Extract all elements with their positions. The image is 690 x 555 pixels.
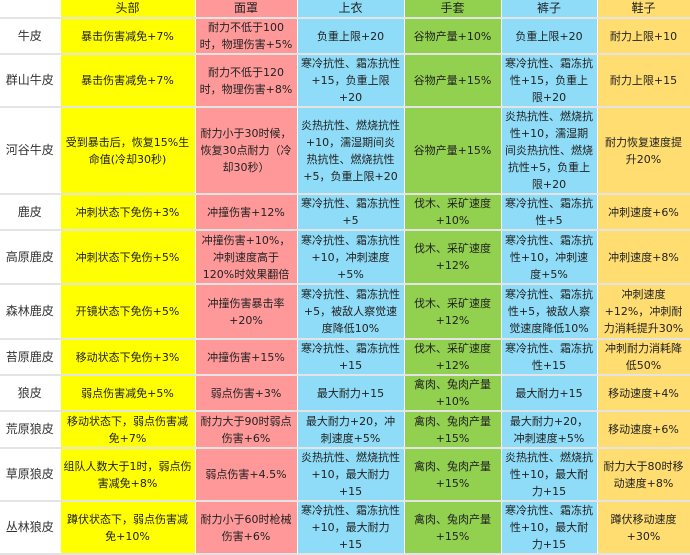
cell-shirt: 寒冷抗性、霜冻抗性+5，被敌人察觉速度降低10% [297, 284, 405, 340]
cell-gloves: 禽肉、兔肉产量+15% [404, 501, 502, 555]
cell-shirt: 最大耐力+20，冲刺速度+5% [297, 411, 405, 449]
cell-head: 蹲伏状态下，弱点伤害减免+10% [60, 501, 196, 555]
cell-mask: 冲撞伤害+15% [195, 339, 298, 376]
cell-head: 冲刺状态下免伤+5% [60, 230, 196, 285]
cell-shoes: 冲刺耐力消耗降低50% [597, 339, 690, 376]
cell-head: 弱点伤害减免+5% [60, 375, 196, 412]
cell-shirt: 炎热抗性、燃烧抗性+10，濡湿期间炎热抗性、燃烧抗性+5，负重上限+20 [297, 107, 405, 195]
cell-shirt: 寒冷抗性、霜冻抗性+5 [297, 194, 405, 231]
table-row: 苔原鹿皮 移动状态下免伤+3% 冲撞伤害+15% 寒冷抗性、霜冻抗性+15 伐木、采矿速… [0, 339, 690, 376]
header-row: 头部 面罩 上衣 手套 裤子 鞋子 [0, 0, 690, 19]
cell-pants: 最大耐力+15 [501, 375, 598, 412]
cell-head: 暴击伤害减免+7% [60, 18, 196, 55]
cell-pants: 最大耐力+20，冲刺速度+5% [501, 411, 598, 449]
table-row: 群山牛皮 暴击伤害减免+7% 耐力不低于120时，物理伤害+8% 寒冷抗性、霜冻抗性+… [0, 54, 690, 108]
cell-shirt: 最大耐力+15 [297, 375, 405, 412]
cell-head: 受到暴击后，恢复15%生命值(冷却30秒) [60, 107, 196, 195]
cell-pants: 寒冷抗性、霜冻抗性+15，负重上限+20 [501, 54, 598, 108]
cell-shoes: 耐力大于80时移动速度+8% [597, 448, 690, 502]
cell-head: 组队人数大于1时，弱点伤害减免+8% [60, 448, 196, 502]
cell-shirt: 寒冷抗性、霜冻抗性+10，最大耐力+15 [297, 501, 405, 555]
column-header-label [0, 0, 61, 19]
cell-pants: 寒冷抗性、霜冻抗性+15 [501, 339, 598, 376]
cell-gloves: 禽肉、兔肉产量+15% [404, 448, 502, 502]
table-row: 草原狼皮 组队人数大于1时，弱点伤害减免+8% 弱点伤害+4.5% 炎热抗性、燃烧抗性… [0, 448, 690, 502]
cell-pants: 负重上限+20 [501, 18, 598, 55]
column-header-shoes: 鞋子 [597, 0, 690, 19]
cell-shoes: 冲刺速度+6% [597, 194, 690, 231]
cell-gloves: 禽肉、兔肉产量+10% [404, 375, 502, 412]
cell-head: 冲刺状态下免伤+3% [60, 194, 196, 231]
row-label: 荒原狼皮 [0, 411, 61, 449]
cell-head: 开镜状态下免伤+5% [60, 284, 196, 340]
cell-pants: 炎热抗性、燃烧抗性+10，最大耐力+15 [501, 448, 598, 502]
cell-shoes: 冲刺速度+8% [597, 230, 690, 285]
table-row: 狼皮 弱点伤害减免+5% 弱点伤害+3% 最大耐力+15 禽肉、兔肉产量+10% 最大耐力… [0, 375, 690, 412]
cell-shoes: 冲刺速度+12%，冲刺耐力消耗提升30% [597, 284, 690, 340]
cell-mask: 耐力小于30时候，恢复30点耐力（冷却30秒） [195, 107, 298, 195]
table-row: 森林鹿皮 开镜状态下免伤+5% 冲撞伤害暴击率+20% 寒冷抗性、霜冻抗性+5，被敌人… [0, 284, 690, 340]
table-row: 高原鹿皮 冲刺状态下免伤+5% 冲撞伤害+10%，冲刺速度高于120%时效果翻倍 寒冷… [0, 230, 690, 285]
cell-pants: 寒冷抗性、霜冻抗性+10，最大耐力+15 [501, 501, 598, 555]
cell-gloves: 伐木、采矿速度+10% [404, 194, 502, 231]
cell-mask: 耐力小于60时枪械伤害+6% [195, 501, 298, 555]
cell-shoes: 移动速度+4% [597, 375, 690, 412]
cell-shirt: 寒冷抗性、霜冻抗性+10，冲刺速度+5% [297, 230, 405, 285]
cell-mask: 耐力不低于120时，物理伤害+8% [195, 54, 298, 108]
cell-shoes: 耐力上限+15 [597, 54, 690, 108]
column-header-mask: 面罩 [195, 0, 298, 19]
row-label: 苔原鹿皮 [0, 339, 61, 376]
cell-pants: 炎热抗性、燃烧抗性+10，濡湿期间炎热抗性、燃烧抗性+5，负重上限+20 [501, 107, 598, 195]
column-header-gloves: 手套 [404, 0, 502, 19]
row-label: 丛林狼皮 [0, 501, 61, 555]
cell-gloves: 谷物产量+10% [404, 18, 502, 55]
row-label: 高原鹿皮 [0, 230, 61, 285]
cell-shoes: 耐力上限+10 [597, 18, 690, 55]
cell-pants: 寒冷抗性、霜冻抗性+5，被敌人察觉速度降低10% [501, 284, 598, 340]
cell-head: 移动状态下，弱点伤害减免+7% [60, 411, 196, 449]
cell-mask: 冲撞伤害+10%，冲刺速度高于120%时效果翻倍 [195, 230, 298, 285]
table-row: 鹿皮 冲刺状态下免伤+3% 冲撞伤害+12% 寒冷抗性、霜冻抗性+5 伐木、采矿速度+1… [0, 194, 690, 231]
cell-mask: 冲撞伤害暴击率+20% [195, 284, 298, 340]
row-label: 狼皮 [0, 375, 61, 412]
cell-shirt: 负重上限+20 [297, 18, 405, 55]
cell-shirt: 炎热抗性、燃烧抗性+10，最大耐力+15 [297, 448, 405, 502]
row-label: 牛皮 [0, 18, 61, 55]
row-label: 草原狼皮 [0, 448, 61, 502]
column-header-shirt: 上衣 [297, 0, 405, 19]
cell-shoes: 移动速度+6% [597, 411, 690, 449]
cell-shirt: 寒冷抗性、霜冻抗性+15 [297, 339, 405, 376]
cell-gloves: 谷物产量+15% [404, 54, 502, 108]
row-label: 鹿皮 [0, 194, 61, 231]
cell-gloves: 伐木、采矿速度+12% [404, 339, 502, 376]
row-label: 河谷牛皮 [0, 107, 61, 195]
row-label: 森林鹿皮 [0, 284, 61, 340]
cell-shoes: 蹲伏移动速度+30% [597, 501, 690, 555]
table-row: 河谷牛皮 受到暴击后，恢复15%生命值(冷却30秒) 耐力小于30时候，恢复30点耐… [0, 107, 690, 195]
cell-mask: 耐力大于90时弱点伤害+6% [195, 411, 298, 449]
cell-head: 移动状态下免伤+3% [60, 339, 196, 376]
column-header-pants: 裤子 [501, 0, 598, 19]
row-label: 群山牛皮 [0, 54, 61, 108]
cell-gloves: 伐木、采矿速度+12% [404, 284, 502, 340]
table-row: 荒原狼皮 移动状态下，弱点伤害减免+7% 耐力大于90时弱点伤害+6% 最大耐力+20… [0, 411, 690, 449]
cell-shoes: 耐力恢复速度提升20% [597, 107, 690, 195]
cell-mask: 冲撞伤害+12% [195, 194, 298, 231]
table-row: 丛林狼皮 蹲伏状态下，弱点伤害减免+10% 耐力小于60时枪械伤害+6% 寒冷抗性、霜… [0, 501, 690, 555]
cell-gloves: 禽肉、兔肉产量+15% [404, 411, 502, 449]
cell-gloves: 谷物产量+15% [404, 107, 502, 195]
cell-mask: 弱点伤害+3% [195, 375, 298, 412]
column-header-head: 头部 [60, 0, 196, 19]
cell-mask: 耐力不低于100时，物理伤害+5% [195, 18, 298, 55]
cell-pants: 寒冷抗性、霜冻抗性+5 [501, 194, 598, 231]
cell-shirt: 寒冷抗性、霜冻抗性+15，负重上限+20 [297, 54, 405, 108]
cell-mask: 弱点伤害+4.5% [195, 448, 298, 502]
cell-pants: 寒冷抗性、霜冻抗性+10，冲刺速度+5% [501, 230, 598, 285]
cell-gloves: 伐木、采矿速度+12% [404, 230, 502, 285]
cell-head: 暴击伤害减免+7% [60, 54, 196, 108]
table-row: 牛皮 暴击伤害减免+7% 耐力不低于100时，物理伤害+5% 负重上限+20 谷物产量+… [0, 18, 690, 55]
